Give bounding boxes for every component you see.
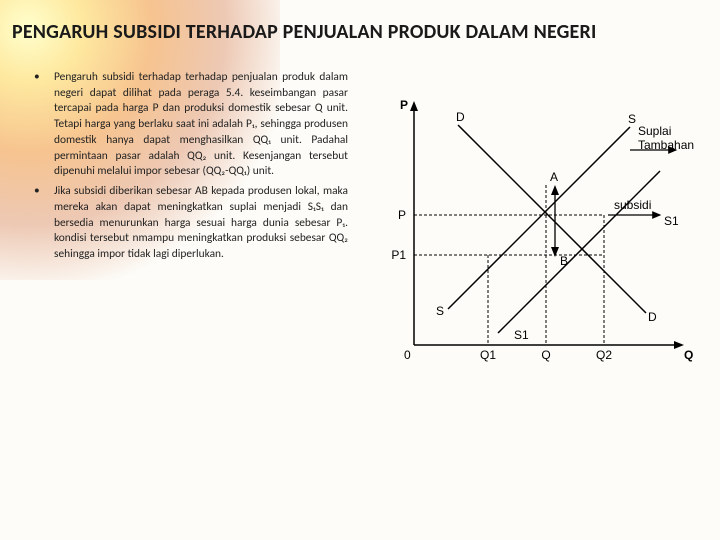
ab-arrow-up	[551, 185, 559, 195]
label-Q: Q	[541, 348, 550, 362]
y-axis-arrow	[410, 101, 418, 111]
ab-arrow-down	[551, 247, 559, 257]
label-origin: 0	[404, 348, 411, 362]
label-suplai-tambahan-1: Suplai	[638, 124, 671, 138]
label-S1-top: S1	[664, 214, 679, 228]
bullet-2: Jika subsidi diberikan sebesar AB kepada…	[30, 184, 348, 263]
label-P1: P1	[391, 248, 406, 262]
label-P: P	[398, 208, 406, 222]
label-D-top: D	[456, 110, 465, 124]
supply-shift-curve	[498, 171, 660, 333]
label-S1-bottom: S1	[514, 328, 529, 342]
body-text: Pengaruh subsidi terhadap terhadap penju…	[30, 70, 348, 267]
label-S-bottom: S	[436, 304, 444, 318]
label-Q1: Q1	[480, 348, 496, 362]
bullet-1: Pengaruh subsidi terhadap terhadap penju…	[30, 70, 348, 180]
x-axis-arrow	[674, 341, 684, 349]
label-D-bottom: D	[648, 310, 657, 324]
label-B: B	[560, 254, 568, 268]
supply-curve	[448, 127, 630, 309]
label-S-top: S	[628, 112, 636, 126]
label-P-axis: P	[400, 98, 408, 112]
label-subsidi: subsidi	[614, 198, 651, 212]
label-suplai-tambahan-2: Tambahan	[638, 138, 694, 152]
page-title: PENGARUH SUBSIDI TERHADAP PENJUALAN PROD…	[12, 20, 708, 44]
supply-demand-diagram: P Q 0 D D S S S1 S1 A B P P1 Q1 Q Q2 sub…	[378, 95, 698, 375]
label-A: A	[550, 170, 558, 184]
demand-curve	[458, 125, 646, 313]
label-Q2: Q2	[596, 348, 612, 362]
label-Q-axis: Q	[684, 348, 693, 362]
